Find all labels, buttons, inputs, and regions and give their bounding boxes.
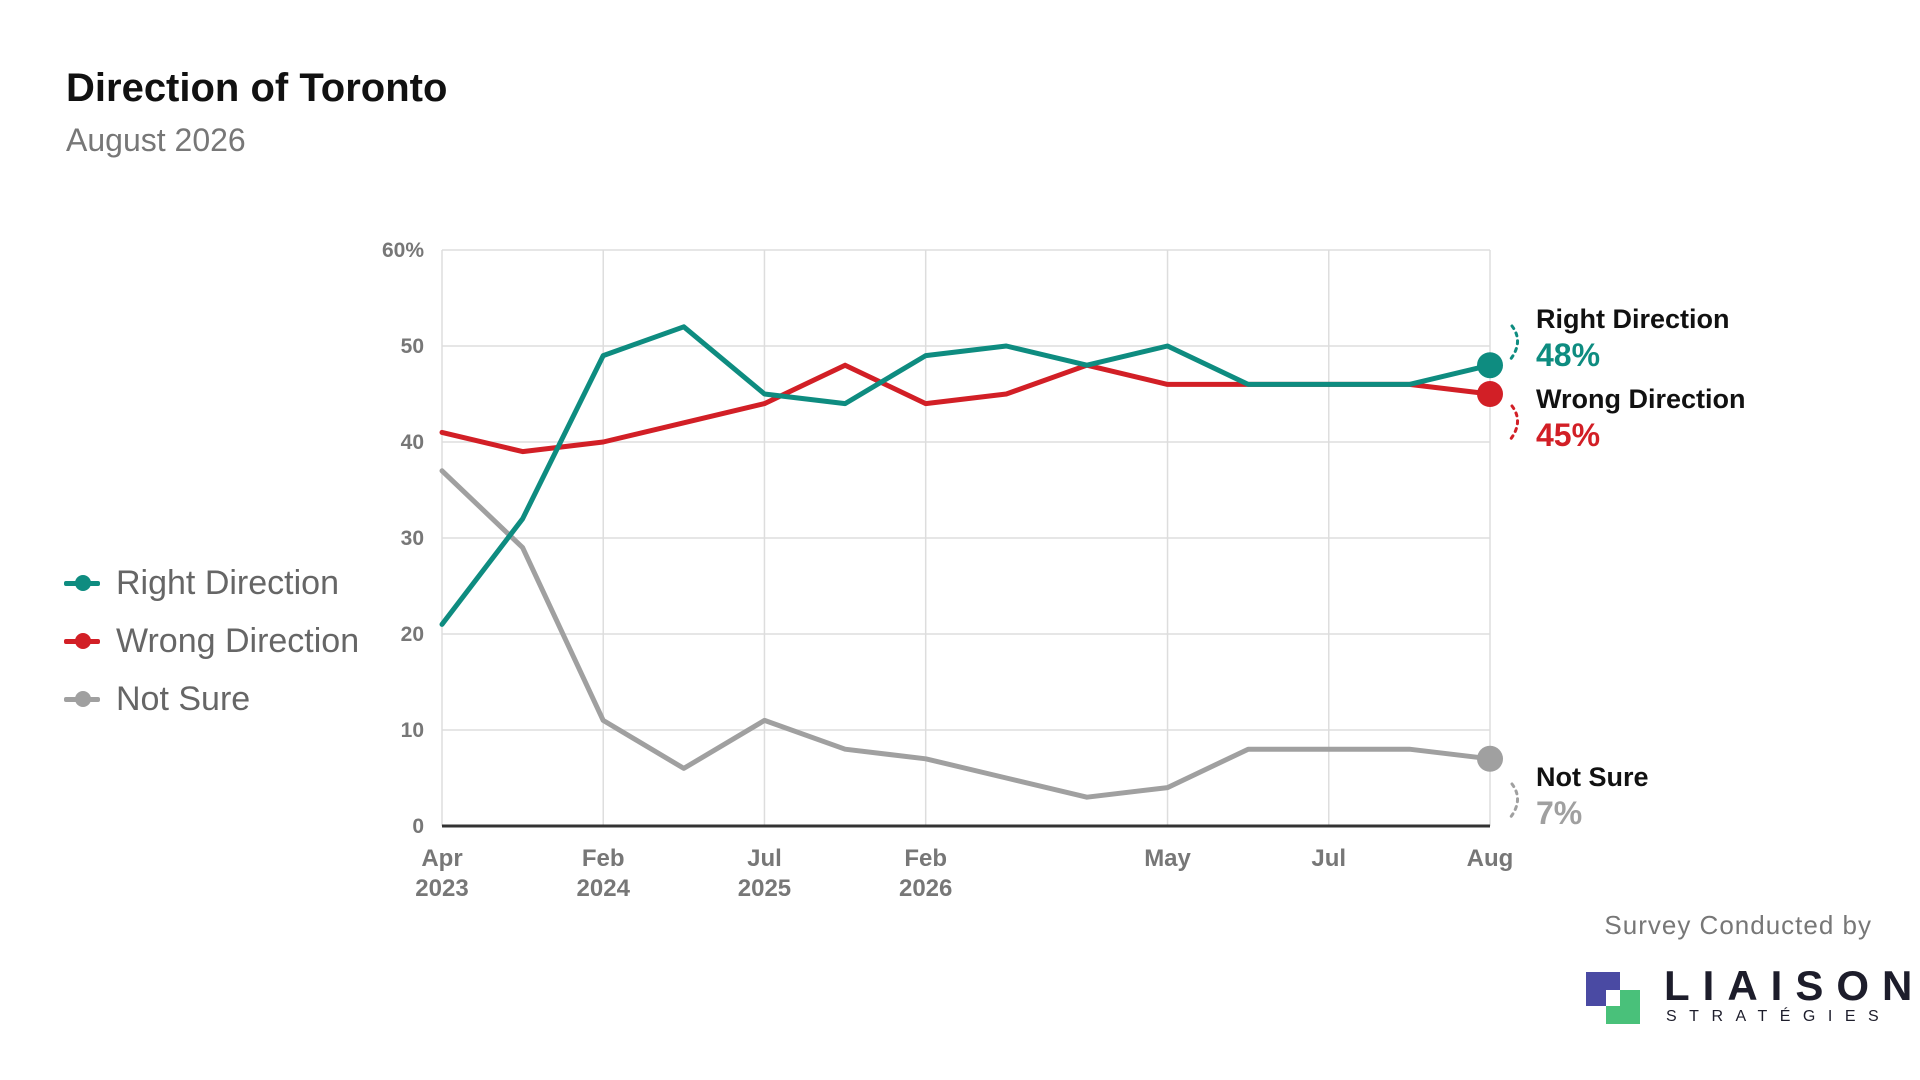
y-tick-label: 50 — [401, 335, 424, 358]
legend-item-wrong-direction: Wrong Direction — [64, 612, 359, 670]
liaison-logo: LIAISON STRATÉGIES — [1586, 962, 1912, 1028]
logo-tagline: STRATÉGIES — [1666, 1008, 1892, 1025]
x-tick-label: 2025 — [738, 875, 791, 902]
survey-credit: Survey Conducted by — [1604, 910, 1872, 940]
end-label-connector — [1508, 404, 1519, 442]
legend-marker-icon — [64, 573, 104, 593]
end-label-value: 45% — [1536, 417, 1600, 453]
y-tick-label: 40 — [401, 431, 424, 454]
legend-label: Wrong Direction — [116, 621, 360, 660]
x-tick-label: 2024 — [577, 875, 631, 902]
legend-label: Right Direction — [116, 563, 339, 602]
end-label-name: Wrong Direction — [1536, 384, 1746, 414]
chart-legend: Right Direction Wrong Direction Not Sure — [64, 554, 359, 728]
x-tick-label: 2023 — [415, 875, 468, 902]
series-line — [439, 362, 1493, 455]
chart-title: Direction of Toronto — [66, 66, 448, 110]
logo-wordmark: LIAISON — [1664, 962, 1920, 1009]
x-tick-label: Jul — [1311, 845, 1346, 872]
end-label-name: Right Direction — [1536, 304, 1730, 334]
x-tick-label: Feb — [904, 845, 947, 872]
x-tick-label: 2026 — [899, 875, 952, 902]
x-tick-label: Aug — [1467, 845, 1514, 872]
series-end-point — [1477, 381, 1503, 407]
y-tick-label: 60% — [382, 239, 424, 262]
x-tick-label: Jul — [747, 845, 782, 872]
series-line — [439, 468, 1493, 800]
end-label-connector — [1508, 324, 1519, 362]
y-tick-label: 20 — [401, 623, 424, 646]
chart-subtitle: August 2026 — [66, 122, 246, 158]
x-tick-label: Apr — [421, 845, 462, 872]
series-line — [439, 324, 1493, 627]
y-tick-label: 10 — [401, 719, 424, 742]
legend-item-right-direction: Right Direction — [64, 554, 359, 612]
legend-label: Not Sure — [116, 679, 251, 718]
series-end-point — [1477, 352, 1503, 379]
y-tick-label: 30 — [401, 527, 424, 550]
end-label-connector — [1508, 782, 1519, 820]
y-tick-label: 0 — [412, 815, 424, 838]
end-label-value: 7% — [1536, 795, 1582, 831]
legend-marker-icon — [64, 631, 104, 651]
x-tick-label: May — [1144, 845, 1191, 872]
end-label-name: Not Sure — [1536, 762, 1649, 792]
x-tick-label: Feb — [582, 845, 625, 872]
legend-item-not-sure: Not Sure — [64, 670, 359, 728]
series-end-point — [1477, 745, 1503, 772]
end-label-value: 48% — [1536, 337, 1600, 373]
legend-marker-icon — [64, 689, 104, 709]
